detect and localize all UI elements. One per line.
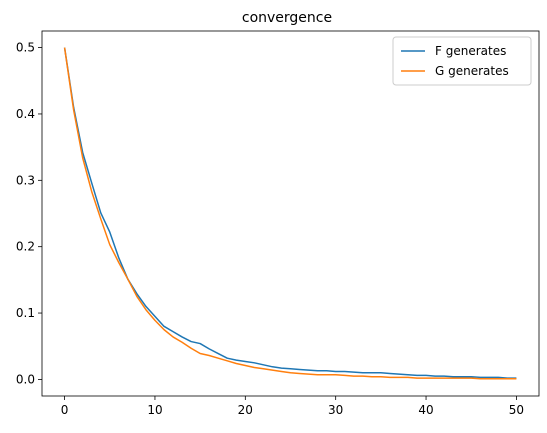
x-tick-label: 20 bbox=[238, 403, 253, 417]
y-tick-label: 0.5 bbox=[16, 41, 35, 55]
y-tick-label: 0.4 bbox=[16, 107, 35, 121]
x-tick-label: 30 bbox=[328, 403, 343, 417]
legend-label-f-generates: F generates bbox=[435, 44, 506, 58]
y-tick-label: 0.2 bbox=[16, 240, 35, 254]
x-tick-label: 10 bbox=[147, 403, 162, 417]
x-tick-label: 0 bbox=[61, 403, 69, 417]
x-tick-label: 40 bbox=[418, 403, 433, 417]
y-tick-label: 0.1 bbox=[16, 306, 35, 320]
series-line-g-generates bbox=[63, 47, 517, 380]
legend-box bbox=[392, 36, 532, 86]
y-tick-label: 0.3 bbox=[16, 173, 35, 187]
series-line-f-generates bbox=[63, 47, 517, 379]
chart-title: convergence bbox=[242, 10, 332, 26]
legend-label-g-generates: G generates bbox=[435, 64, 509, 78]
y-tick-label: 0.0 bbox=[16, 372, 35, 386]
legend: F generates G generates bbox=[392, 36, 532, 86]
plot-area bbox=[63, 47, 517, 380]
axes-frame bbox=[41, 30, 540, 397]
x-tick-label: 50 bbox=[509, 403, 524, 417]
